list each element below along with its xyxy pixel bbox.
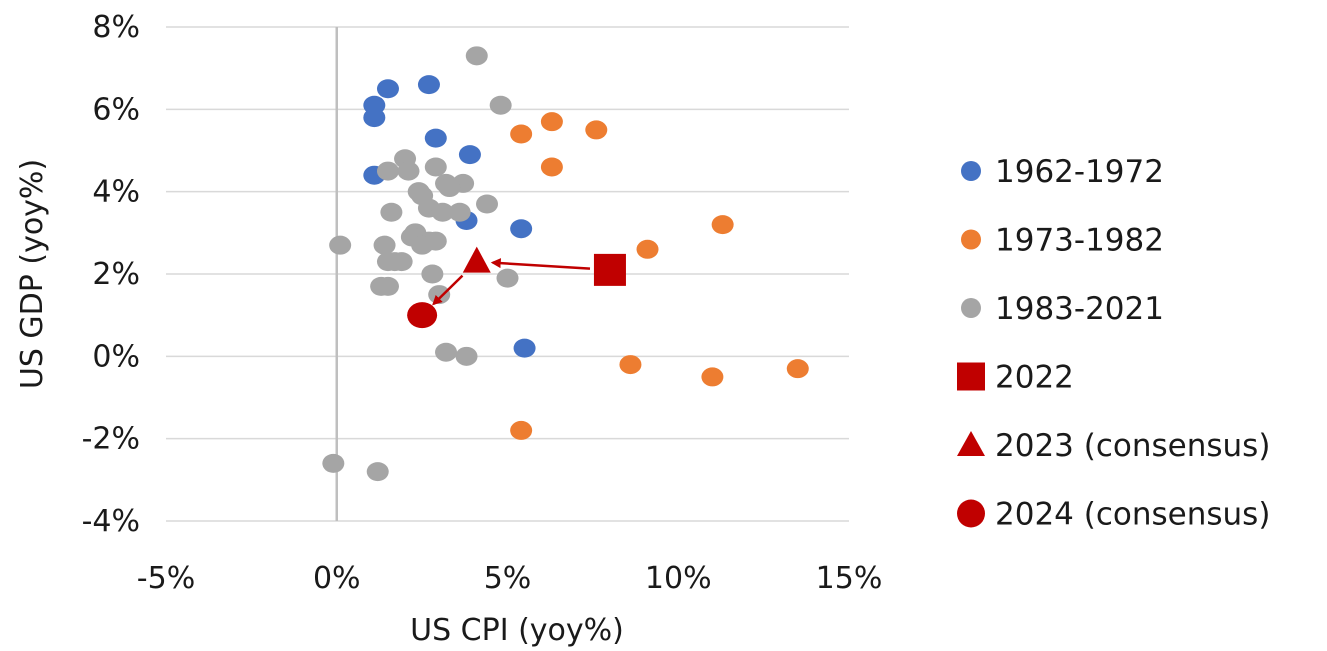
data-point — [636, 239, 659, 259]
legend-marker — [957, 431, 985, 456]
data-point — [476, 194, 499, 214]
y-tick-label: 8% — [92, 10, 140, 45]
data-point — [458, 145, 481, 165]
y-tick-label: 2% — [92, 257, 140, 292]
data-point — [711, 215, 734, 235]
data-point — [496, 268, 519, 288]
legend-label: 1973-1982 — [995, 223, 1164, 259]
x-axis-title: US CPI (yoy%) — [410, 613, 624, 648]
legend-marker — [957, 362, 985, 391]
data-point — [585, 120, 608, 140]
x-tick-label: 5% — [484, 561, 532, 596]
data-point — [380, 202, 403, 222]
x-tick-label: 10% — [645, 561, 712, 596]
data-point — [435, 342, 458, 362]
data-point — [540, 112, 563, 132]
data-point — [322, 453, 345, 473]
arrow-annotation — [490, 258, 591, 270]
data-point — [366, 462, 389, 482]
legend-marker — [957, 499, 985, 528]
legend-marker — [961, 298, 981, 318]
data-point — [424, 128, 447, 148]
data-points — [322, 46, 809, 482]
data-point — [489, 95, 512, 115]
data-point — [376, 161, 399, 181]
legend-marker — [961, 229, 981, 250]
data-point — [462, 246, 491, 273]
legend-label: 1983-2021 — [995, 291, 1164, 327]
data-point — [510, 124, 533, 144]
data-point — [373, 235, 396, 255]
data-point — [363, 108, 386, 128]
tick-labels: -4% -2% 0% 2% 4% 6% 8% -5% 0% 5% 10% 15% — [82, 10, 883, 596]
data-point — [411, 235, 434, 255]
legend-marker — [961, 161, 981, 181]
data-point — [390, 252, 413, 272]
data-point — [619, 355, 642, 375]
data-point — [407, 302, 438, 329]
x-tick-label: -5% — [137, 561, 195, 596]
data-point — [540, 157, 563, 177]
data-point — [701, 367, 724, 387]
data-point — [421, 264, 444, 284]
legend: 1962-1972 1973-1982 1983-2021 2022 2023 (con… — [957, 154, 1270, 533]
legend-item: 2024 (consensus) — [957, 497, 1270, 533]
data-point — [417, 75, 440, 95]
arrow-annotation — [432, 274, 464, 306]
legend-item: 2023 (consensus) — [957, 428, 1270, 464]
data-point — [376, 79, 399, 99]
x-tick-label: 0% — [313, 561, 361, 596]
data-point — [438, 178, 461, 198]
legend-label: 2024 (consensus) — [995, 497, 1270, 533]
data-point — [431, 202, 454, 222]
data-point — [428, 285, 451, 305]
data-point — [593, 253, 626, 286]
y-axis-title: US GDP (yoy%) — [15, 159, 50, 389]
data-point — [329, 235, 352, 255]
legend-item: 1962-1972 — [961, 154, 1164, 190]
legend-item: 1973-1982 — [961, 223, 1164, 259]
y-tick-label: -4% — [82, 504, 140, 539]
data-point — [465, 46, 488, 66]
data-point — [510, 420, 533, 440]
arrows — [432, 258, 591, 306]
legend-item: 1983-2021 — [961, 291, 1164, 327]
legend-label: 2023 (consensus) — [995, 428, 1270, 464]
legend-label: 1962-1972 — [995, 154, 1164, 190]
legend-label: 2022 — [995, 360, 1074, 396]
y-tick-label: 4% — [92, 175, 140, 210]
data-point — [397, 161, 420, 181]
x-tick-label: 15% — [816, 561, 883, 596]
data-point — [448, 202, 471, 222]
data-point — [513, 338, 536, 358]
data-point — [455, 346, 478, 366]
legend-item: 2022 — [957, 360, 1074, 396]
data-point — [786, 359, 809, 379]
y-tick-label: 0% — [92, 339, 140, 374]
y-tick-label: 6% — [92, 92, 140, 127]
data-point — [424, 157, 447, 177]
y-tick-label: -2% — [82, 422, 140, 457]
data-point — [510, 219, 533, 239]
data-point — [376, 276, 399, 296]
